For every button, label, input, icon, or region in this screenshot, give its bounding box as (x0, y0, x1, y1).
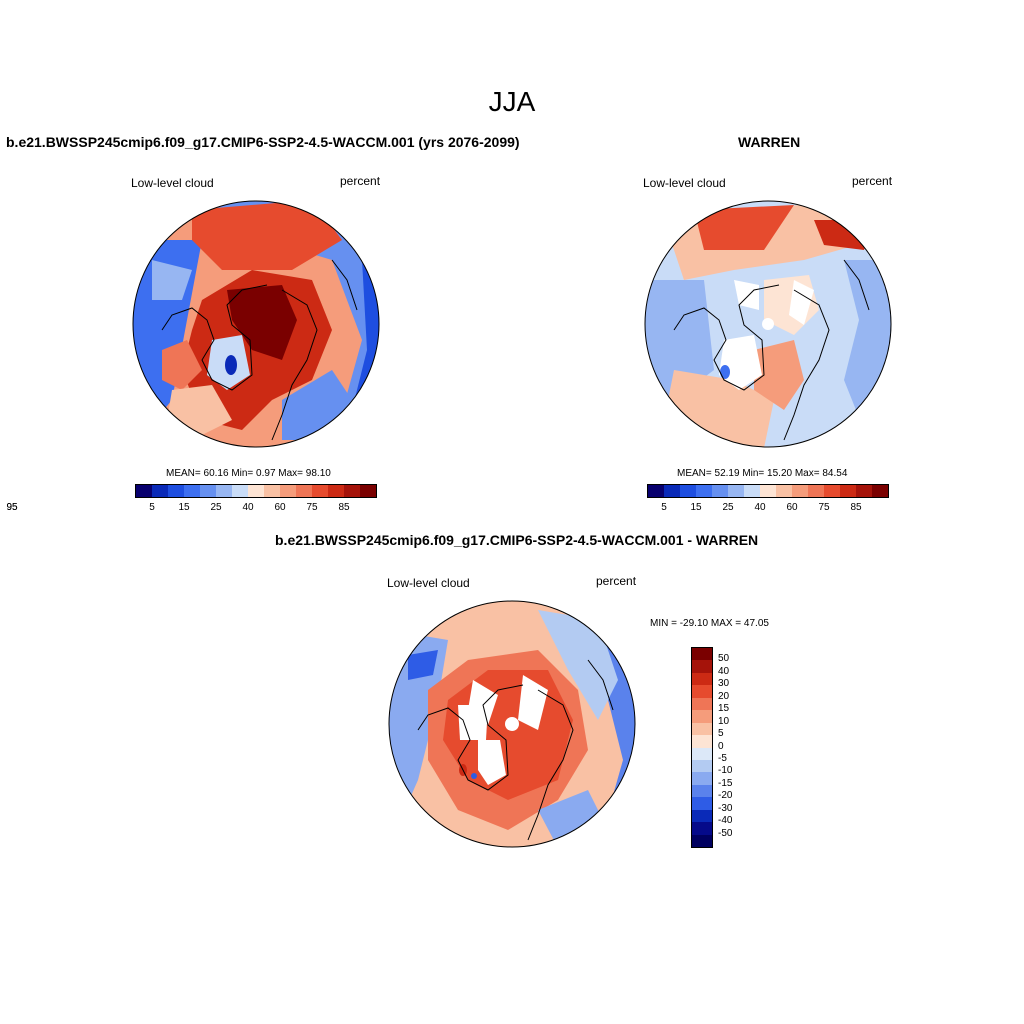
panel-1-polar-map (132, 200, 380, 448)
colorbar-swatch (692, 672, 712, 686)
colorbar-tick-label: 75 (306, 502, 318, 513)
colorbar-tick-label: 95 (6, 502, 18, 513)
panel-3-variable: Low-level cloud (387, 576, 470, 590)
colorbar-swatch (248, 485, 264, 497)
panel-2-units: percent (852, 174, 893, 188)
colorbar-swatch (872, 485, 888, 497)
colorbar-swatch (808, 485, 824, 497)
colorbar-tick-label: -15 (718, 777, 733, 789)
colorbar-tick-label: 40 (242, 502, 254, 513)
colorbar-swatch (692, 797, 712, 810)
colorbar-swatch (680, 485, 696, 497)
colorbar-tick-label: 5 (149, 502, 155, 513)
colorbar-swatch (648, 485, 664, 497)
colorbar-swatch (312, 485, 328, 497)
panel-2-stats: MEAN= 52.19 Min= 15.20 Max= 84.54 (677, 468, 848, 479)
colorbar-tick-label: 15 (178, 502, 190, 513)
colorbar-tick-label: 85 (338, 502, 350, 513)
colorbar-swatch (692, 759, 712, 773)
panel-1-units: percent (340, 174, 381, 188)
colorbar-swatch (692, 822, 712, 835)
colorbar-swatch (692, 722, 712, 736)
colorbar-tick-label: 10 (718, 715, 730, 727)
colorbar-swatch (136, 485, 152, 497)
colorbar-swatch (184, 485, 200, 497)
colorbar-swatch (840, 485, 856, 497)
colorbar-swatch (168, 485, 184, 497)
colorbar-swatch (712, 485, 728, 497)
panel-1-stats: MEAN= 60.16 Min= 0.97 Max= 98.10 (166, 468, 331, 479)
panel-3-header: b.e21.BWSSP245cmip6.f09_g17.CMIP6-SSP2-4… (275, 532, 759, 548)
colorbar-swatch (692, 710, 712, 723)
colorbar-tick-label: 5 (661, 502, 667, 513)
colorbar-tick-label: -5 (718, 752, 727, 764)
panel-3-units: percent (596, 574, 637, 588)
colorbar-tick-label: 0 (718, 740, 724, 752)
panel-2-header: WARREN (738, 134, 801, 150)
colorbar-swatch (692, 772, 712, 785)
colorbar-swatch (692, 747, 712, 760)
colorbar-tick-label: 15 (690, 502, 702, 513)
colorbar-swatch (264, 485, 280, 497)
colorbar-swatch (692, 809, 712, 823)
colorbar-swatch (232, 485, 248, 497)
panel-2-polar-map (644, 200, 892, 448)
colorbar-tick-label: 5 (718, 728, 724, 740)
colorbar-swatch (664, 485, 680, 497)
panel-1-colorbar (135, 484, 377, 498)
colorbar-swatch (696, 485, 712, 497)
colorbar-tick-label: 25 (722, 502, 734, 513)
colorbar-tick-label: 75 (818, 502, 830, 513)
colorbar-swatch (692, 784, 712, 798)
colorbar-swatch (152, 485, 168, 497)
colorbar-tick-label: 30 (718, 678, 730, 690)
colorbar-tick-label: -20 (718, 790, 733, 802)
colorbar-swatch (824, 485, 840, 497)
colorbar-tick-label: -30 (718, 802, 733, 814)
colorbar-swatch (692, 685, 712, 698)
colorbar-swatch (776, 485, 792, 497)
colorbar-swatch (760, 485, 776, 497)
colorbar-tick-label: 85 (850, 502, 862, 513)
panel-1-header: b.e21.BWSSP245cmip6.f09_g17.CMIP6-SSP2-4… (6, 134, 520, 150)
colorbar-tick-label: 40 (718, 665, 730, 677)
panel-3-polar-map (388, 600, 636, 848)
colorbar-tick-label: 60 (274, 502, 286, 513)
colorbar-tick-label: 60 (786, 502, 798, 513)
colorbar-tick-label: 40 (754, 502, 766, 513)
colorbar-swatch (216, 485, 232, 497)
colorbar-swatch (744, 485, 760, 497)
colorbar-swatch (296, 485, 312, 497)
figure-title: JJA (488, 86, 536, 117)
colorbar-tick-label: -10 (718, 765, 733, 777)
panel-2-variable: Low-level cloud (643, 176, 726, 190)
colorbar-tick-label: -40 (718, 815, 733, 827)
colorbar-tick-label: 20 (718, 690, 730, 702)
colorbar-swatch (200, 485, 216, 497)
panel-1-variable: Low-level cloud (131, 176, 214, 190)
panel-2-colorbar (647, 484, 889, 498)
colorbar-tick-label: 95 (6, 502, 18, 513)
colorbar-swatch (360, 485, 376, 497)
panel-3-minmax: MIN = -29.10 MAX = 47.05 (650, 618, 769, 629)
colorbar-swatch (344, 485, 360, 497)
colorbar-swatch (280, 485, 296, 497)
colorbar-swatch (856, 485, 872, 497)
colorbar-swatch (692, 697, 712, 711)
colorbar-swatch (792, 485, 808, 497)
colorbar-tick-label: -50 (718, 827, 733, 839)
colorbar-tick-label: 15 (718, 703, 730, 715)
colorbar-swatch (692, 735, 712, 748)
colorbar-tick-label: 25 (210, 502, 222, 513)
colorbar-swatch (692, 660, 712, 673)
colorbar-swatch (692, 834, 712, 847)
panel-3-colorbar (691, 647, 713, 848)
colorbar-tick-label: 50 (718, 653, 730, 665)
colorbar-swatch (328, 485, 344, 497)
colorbar-swatch (728, 485, 744, 497)
colorbar-swatch (692, 648, 712, 661)
